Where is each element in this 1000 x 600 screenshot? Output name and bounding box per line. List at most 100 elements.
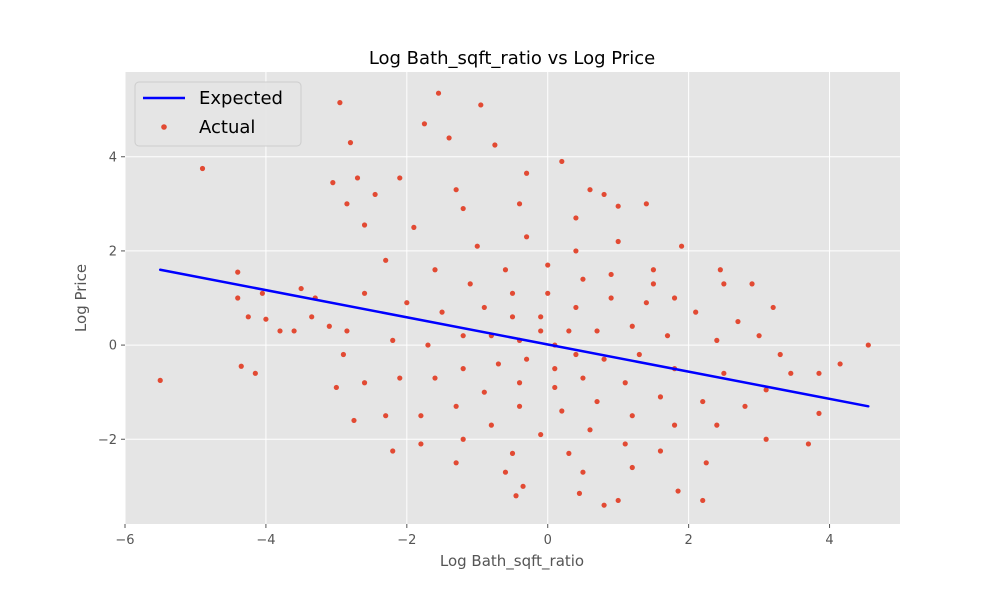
- actual-point: [474, 243, 480, 249]
- actual-point: [805, 441, 812, 447]
- actual-point: [788, 370, 794, 376]
- x-tick-label: −4: [256, 533, 275, 548]
- actual-point: [439, 309, 445, 315]
- x-tick-label: 4: [825, 533, 833, 548]
- actual-point: [309, 314, 315, 320]
- actual-point: [538, 431, 544, 438]
- actual-point: [238, 363, 244, 369]
- actual-point: [460, 333, 466, 339]
- actual-point: [643, 201, 649, 207]
- tick-labels: −6 −4 −2 0 2 4 −2 0 2 4: [98, 150, 834, 548]
- actual-point: [478, 102, 484, 108]
- actual-point: [460, 436, 466, 442]
- actual-point: [601, 356, 607, 362]
- actual-point: [509, 314, 516, 320]
- actual-point: [693, 309, 699, 315]
- actual-point: [594, 328, 600, 334]
- actual-point: [566, 450, 572, 456]
- actual-point: [749, 281, 755, 287]
- actual-point: [326, 323, 332, 329]
- actual-point: [481, 304, 487, 311]
- actual-point: [333, 384, 339, 391]
- actual-point: [576, 490, 583, 496]
- actual-point: [587, 427, 593, 433]
- actual-point: [502, 267, 509, 273]
- actual-point: [404, 300, 410, 306]
- actual-point: [629, 413, 635, 419]
- y-tick-label: 2: [109, 244, 117, 259]
- actual-point: [298, 285, 304, 292]
- actual-point: [361, 222, 368, 228]
- actual-point: [816, 370, 822, 376]
- actual-point: [615, 203, 621, 209]
- actual-point: [721, 281, 727, 287]
- actual-point: [608, 271, 614, 278]
- actual-point: [580, 276, 586, 282]
- actual-point: [520, 483, 526, 489]
- actual-point: [351, 417, 357, 424]
- actual-point: [629, 464, 635, 471]
- actual-point: [559, 408, 565, 414]
- actual-point: [432, 375, 438, 381]
- actual-point: [235, 295, 241, 301]
- actual-point: [671, 422, 678, 428]
- actual-point: [735, 318, 741, 325]
- actual-point: [573, 351, 579, 358]
- actual-point: [580, 375, 586, 381]
- expected-line: [158, 268, 870, 408]
- actual-point: [559, 158, 565, 165]
- actual-point: [714, 337, 720, 343]
- actual-point: [502, 469, 509, 475]
- actual-point: [573, 248, 579, 254]
- actual-point: [545, 290, 551, 296]
- actual-point: [199, 165, 206, 172]
- actual-point: [460, 205, 466, 212]
- actual-point: [397, 375, 403, 381]
- actual-point: [516, 403, 523, 409]
- actual-point: [411, 224, 417, 230]
- actual-point: [446, 135, 452, 141]
- expected-line-layer: [158, 268, 870, 408]
- x-tick-label: −6: [115, 533, 134, 548]
- legend-actual-swatch: [161, 124, 167, 130]
- actual-point: [337, 100, 343, 106]
- actual-point: [330, 180, 336, 186]
- actual-point: [657, 448, 664, 454]
- actual-point: [714, 422, 720, 428]
- actual-point: [703, 460, 709, 466]
- actual-point: [383, 257, 389, 263]
- actual-point: [390, 448, 396, 454]
- y-tick-label: 4: [109, 150, 117, 165]
- actual-point: [157, 377, 163, 383]
- x-tick-label: 2: [684, 533, 692, 548]
- actual-point: [865, 342, 871, 348]
- actual-point: [460, 366, 466, 372]
- actual-point: [615, 238, 621, 245]
- actual-point: [636, 351, 642, 358]
- actual-point: [432, 267, 438, 273]
- scatter-points: [157, 90, 871, 508]
- actual-point: [263, 316, 269, 322]
- actual-point: [552, 366, 558, 372]
- actual-point: [523, 356, 530, 362]
- actual-point: [252, 370, 258, 376]
- actual-point: [545, 262, 551, 268]
- actual-point: [509, 290, 516, 296]
- actual-point: [277, 328, 283, 334]
- x-tick-label: 0: [544, 533, 552, 548]
- actual-point: [777, 351, 783, 358]
- actual-point: [390, 337, 396, 343]
- actual-point: [763, 436, 769, 442]
- actual-point: [516, 201, 523, 207]
- legend: Expected Actual: [134, 81, 302, 147]
- actual-point: [347, 140, 354, 146]
- actual-point: [372, 191, 378, 198]
- actual-point: [700, 497, 706, 504]
- x-tick-label: −2: [397, 533, 416, 548]
- actual-point: [453, 187, 459, 193]
- actual-point: [622, 441, 628, 447]
- actual-point: [580, 469, 586, 475]
- actual-point: [492, 142, 498, 148]
- grid-lines: [124, 72, 900, 524]
